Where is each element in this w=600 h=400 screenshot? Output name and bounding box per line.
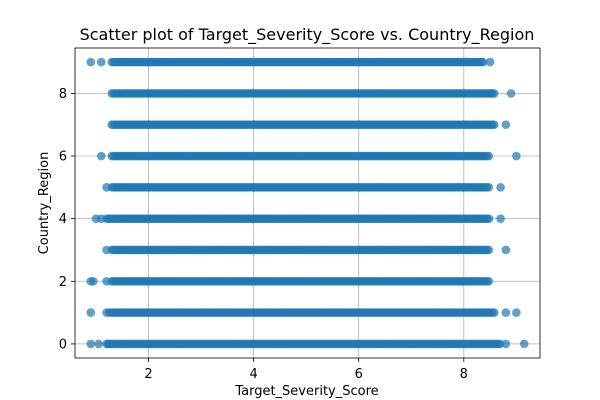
- data-point: [86, 339, 96, 349]
- x-tick-label: 4: [250, 367, 258, 382]
- data-point: [96, 57, 106, 67]
- x-axis-label: Target_Severity_Score: [234, 384, 378, 399]
- x-tick-label: 8: [460, 367, 468, 382]
- data-point: [478, 57, 488, 67]
- data-point: [102, 276, 111, 286]
- data-point: [501, 308, 511, 317]
- data-row: [107, 120, 511, 130]
- data-row: [86, 57, 495, 67]
- data-point: [484, 214, 494, 223]
- data-point: [104, 308, 114, 317]
- data-row: [86, 276, 494, 286]
- data-point: [86, 308, 96, 317]
- data-point: [102, 245, 111, 255]
- data-point: [96, 151, 106, 161]
- data-point: [489, 89, 499, 98]
- data-points: [86, 57, 529, 349]
- data-point: [96, 214, 106, 223]
- data-point: [104, 339, 114, 349]
- y-tick-label: 8: [59, 87, 67, 102]
- data-row: [86, 308, 521, 317]
- data-point: [485, 57, 495, 67]
- data-point: [484, 245, 494, 255]
- y-tick-label: 4: [59, 212, 67, 227]
- data-point: [496, 214, 505, 223]
- y-axis-label: Country_Region: [37, 152, 52, 255]
- y-tick-label: 2: [59, 275, 67, 290]
- data-row: [102, 183, 505, 192]
- y-tick-label: 0: [59, 337, 67, 352]
- data-point: [512, 151, 521, 161]
- data-point: [496, 183, 505, 192]
- data-row: [96, 151, 521, 161]
- data-point: [484, 183, 494, 192]
- x-tick-label: 2: [144, 367, 152, 382]
- data-point: [501, 339, 511, 349]
- data-point: [484, 276, 494, 286]
- data-point: [501, 245, 511, 255]
- y-tick-label: 6: [59, 150, 67, 165]
- data-point: [484, 151, 494, 161]
- data-row: [107, 89, 516, 98]
- data-point: [506, 89, 516, 98]
- data-point: [489, 308, 499, 317]
- data-row: [102, 245, 511, 255]
- data-point: [519, 339, 529, 349]
- data-row: [91, 214, 505, 223]
- data-point: [102, 183, 111, 192]
- data-point: [86, 57, 96, 67]
- data-point: [94, 339, 103, 349]
- chart-title: Scatter plot of Target_Severity_Score vs…: [80, 25, 535, 45]
- data-point: [489, 120, 499, 130]
- data-point: [501, 120, 511, 130]
- axis-ticks: 2 4 6 8 0 2 4 6 8: [59, 87, 468, 382]
- x-tick-label: 6: [355, 367, 363, 382]
- data-point: [89, 276, 98, 286]
- plot-area-frame: [74, 47, 541, 359]
- data-point: [512, 308, 521, 317]
- data-row: [86, 339, 529, 349]
